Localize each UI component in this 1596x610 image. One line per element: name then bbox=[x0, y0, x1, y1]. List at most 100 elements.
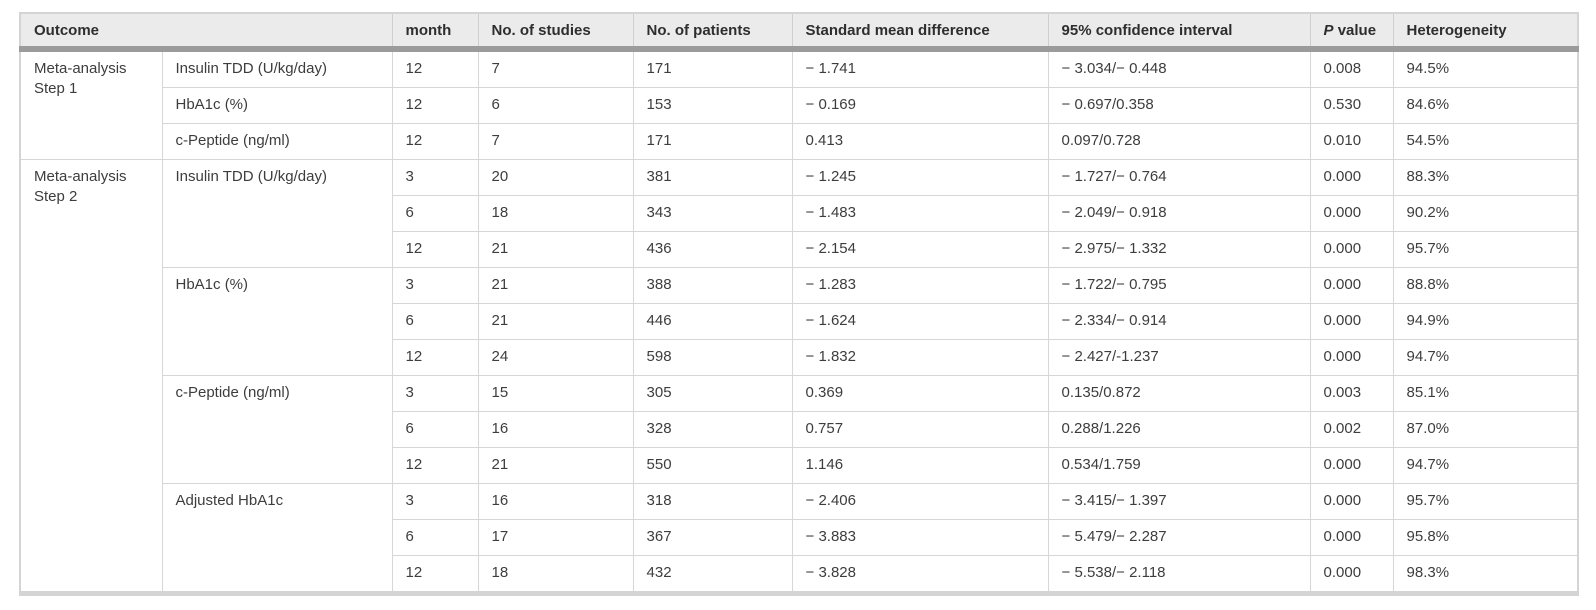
patients-cell: 367 bbox=[632, 519, 793, 556]
header-standard-mean-difference: Standard mean difference bbox=[791, 12, 1049, 52]
month-cell: 12 bbox=[391, 48, 479, 88]
month-cell: 3 bbox=[391, 159, 479, 196]
heterogeneity-cell: 88.8% bbox=[1392, 267, 1579, 304]
ci-cell: − 1.722/− 0.795 bbox=[1047, 267, 1311, 304]
month-cell: 12 bbox=[391, 231, 479, 268]
table-header: Outcome month No. of studies No. of pati… bbox=[20, 12, 1579, 52]
smd-cell: 0.369 bbox=[791, 375, 1049, 412]
month-cell: 12 bbox=[391, 555, 479, 594]
studies-cell: 21 bbox=[477, 303, 634, 340]
ci-cell: − 5.479/− 2.287 bbox=[1047, 519, 1311, 556]
month-cell: 6 bbox=[391, 519, 479, 556]
table-row: HbA1c (%) 12 6 153− 0.169− 0.697/0.358 0.530… bbox=[20, 87, 1579, 124]
pvalue-cell: 0.000 bbox=[1309, 483, 1394, 520]
studies-cell: 21 bbox=[477, 267, 634, 304]
measure-cell: c-Peptide (ng/ml) bbox=[161, 123, 393, 160]
heterogeneity-cell: 54.5% bbox=[1392, 123, 1579, 160]
smd-cell: − 1.624 bbox=[791, 303, 1049, 340]
studies-cell: 20 bbox=[477, 159, 634, 196]
heterogeneity-cell: 98.3% bbox=[1392, 555, 1579, 594]
heterogeneity-cell: 95.7% bbox=[1392, 231, 1579, 268]
studies-cell: 18 bbox=[477, 555, 634, 594]
table-row: HbA1c (%) 3 21 388− 1.283− 1.722/− 0.795 0.0… bbox=[20, 267, 1579, 376]
measure-cell: Adjusted HbA1c bbox=[161, 483, 393, 594]
smd-cell: − 3.828 bbox=[791, 555, 1049, 594]
month-cell: 12 bbox=[391, 339, 479, 376]
table-row: c-Peptide (ng/ml) 3 15 305 0.369 0.135/0.872 0… bbox=[20, 375, 1579, 484]
month-cell: 3 bbox=[391, 375, 479, 412]
table-row: Meta-analysis Step 1 Insulin TDD (U/kg/da… bbox=[19, 48, 1579, 160]
heterogeneity-cell: 84.6% bbox=[1392, 87, 1579, 124]
heterogeneity-cell: 95.7% bbox=[1392, 483, 1579, 520]
studies-cell: 16 bbox=[477, 411, 634, 448]
month-cell: 6 bbox=[391, 411, 479, 448]
pvalue-cell: 0.000 bbox=[1309, 231, 1394, 268]
pvalue-cell: 0.000 bbox=[1309, 159, 1394, 196]
measure-cell: HbA1c (%) bbox=[161, 267, 393, 376]
ci-cell: − 3.034/− 0.448 bbox=[1047, 48, 1311, 88]
patients-cell: 171 bbox=[632, 48, 793, 88]
measure-cell: c-Peptide (ng/ml) bbox=[161, 375, 393, 484]
heterogeneity-cell: 85.1% bbox=[1392, 375, 1579, 412]
ci-cell: 0.288/1.226 bbox=[1047, 411, 1311, 448]
studies-cell: 16 bbox=[477, 483, 634, 520]
header-p-value: P value bbox=[1309, 12, 1394, 52]
smd-cell: − 1.283 bbox=[791, 267, 1049, 304]
patients-cell: 388 bbox=[632, 267, 793, 304]
smd-cell: − 0.169 bbox=[791, 87, 1049, 124]
heterogeneity-cell: 94.7% bbox=[1392, 339, 1579, 376]
ci-cell: − 2.427/-1.237 bbox=[1047, 339, 1311, 376]
studies-cell: 6 bbox=[477, 87, 634, 124]
header-confidence-interval: 95% confidence interval bbox=[1047, 12, 1311, 52]
pvalue-cell: 0.008 bbox=[1309, 48, 1394, 88]
studies-cell: 15 bbox=[477, 375, 634, 412]
pvalue-cell: 0.003 bbox=[1309, 375, 1394, 412]
heterogeneity-cell: 94.5% bbox=[1392, 48, 1579, 88]
studies-cell: 21 bbox=[477, 447, 634, 484]
pvalue-cell: 0.000 bbox=[1309, 555, 1394, 594]
ci-cell: − 2.334/− 0.914 bbox=[1047, 303, 1311, 340]
table-body: Meta-analysis Step 1 Insulin TDD (U/kg/da… bbox=[19, 48, 1579, 594]
heterogeneity-cell: 90.2% bbox=[1392, 195, 1579, 232]
heterogeneity-cell: 94.9% bbox=[1392, 303, 1579, 340]
smd-cell: 0.757 bbox=[791, 411, 1049, 448]
ci-cell: 0.097/0.728 bbox=[1047, 123, 1311, 160]
table-row: 12 21 550 1.146 0.534/1.759 0.000 94.7% bbox=[20, 447, 1579, 484]
step-cell: Meta-analysis Step 2 bbox=[19, 159, 163, 594]
header-no-of-patients: No. of patients bbox=[632, 12, 793, 52]
measure-cell: Insulin TDD (U/kg/day) bbox=[161, 159, 393, 268]
smd-cell: − 1.741 bbox=[791, 48, 1049, 88]
smd-cell: − 1.245 bbox=[791, 159, 1049, 196]
table-row: Meta-analysis Step 2 Insulin TDD (U/kg/da… bbox=[19, 159, 1579, 594]
table-row: 12 24 598− 1.832− 2.427/-1.237 0.000 94.7% bbox=[20, 339, 1579, 376]
smd-cell: 1.146 bbox=[791, 447, 1049, 484]
patients-cell: 343 bbox=[632, 195, 793, 232]
smd-cell: − 2.154 bbox=[791, 231, 1049, 268]
patients-cell: 436 bbox=[632, 231, 793, 268]
month-cell: 3 bbox=[391, 483, 479, 520]
ci-cell: − 5.538/− 2.118 bbox=[1047, 555, 1311, 594]
studies-cell: 7 bbox=[477, 123, 634, 160]
patients-cell: 598 bbox=[632, 339, 793, 376]
smd-cell: 0.413 bbox=[791, 123, 1049, 160]
smd-cell: − 1.483 bbox=[791, 195, 1049, 232]
studies-cell: 7 bbox=[477, 48, 634, 88]
patients-cell: 432 bbox=[632, 555, 793, 594]
measure-cell: HbA1c (%) bbox=[161, 87, 393, 124]
smd-cell: − 3.883 bbox=[791, 519, 1049, 556]
pvalue-cell: 0.000 bbox=[1309, 267, 1394, 304]
patients-cell: 328 bbox=[632, 411, 793, 448]
header-no-of-studies: No. of studies bbox=[477, 12, 634, 52]
header-heterogeneity: Heterogeneity bbox=[1392, 12, 1579, 52]
smd-cell: − 1.832 bbox=[791, 339, 1049, 376]
table-row: Adjusted HbA1c 3 16 318− 2.406− 3.415/− 1.3… bbox=[20, 483, 1579, 594]
ci-cell: − 2.049/− 0.918 bbox=[1047, 195, 1311, 232]
measure-cell: Insulin TDD (U/kg/day) bbox=[161, 48, 393, 88]
ci-cell: 0.534/1.759 bbox=[1047, 447, 1311, 484]
patients-cell: 381 bbox=[632, 159, 793, 196]
ci-cell: − 0.697/0.358 bbox=[1047, 87, 1311, 124]
step-cell: Meta-analysis Step 1 bbox=[19, 48, 163, 160]
table-row: 12 18 432− 3.828− 5.538/− 2.118 0.000 98.3% bbox=[20, 555, 1579, 594]
patients-cell: 318 bbox=[632, 483, 793, 520]
header-month: month bbox=[391, 12, 479, 52]
